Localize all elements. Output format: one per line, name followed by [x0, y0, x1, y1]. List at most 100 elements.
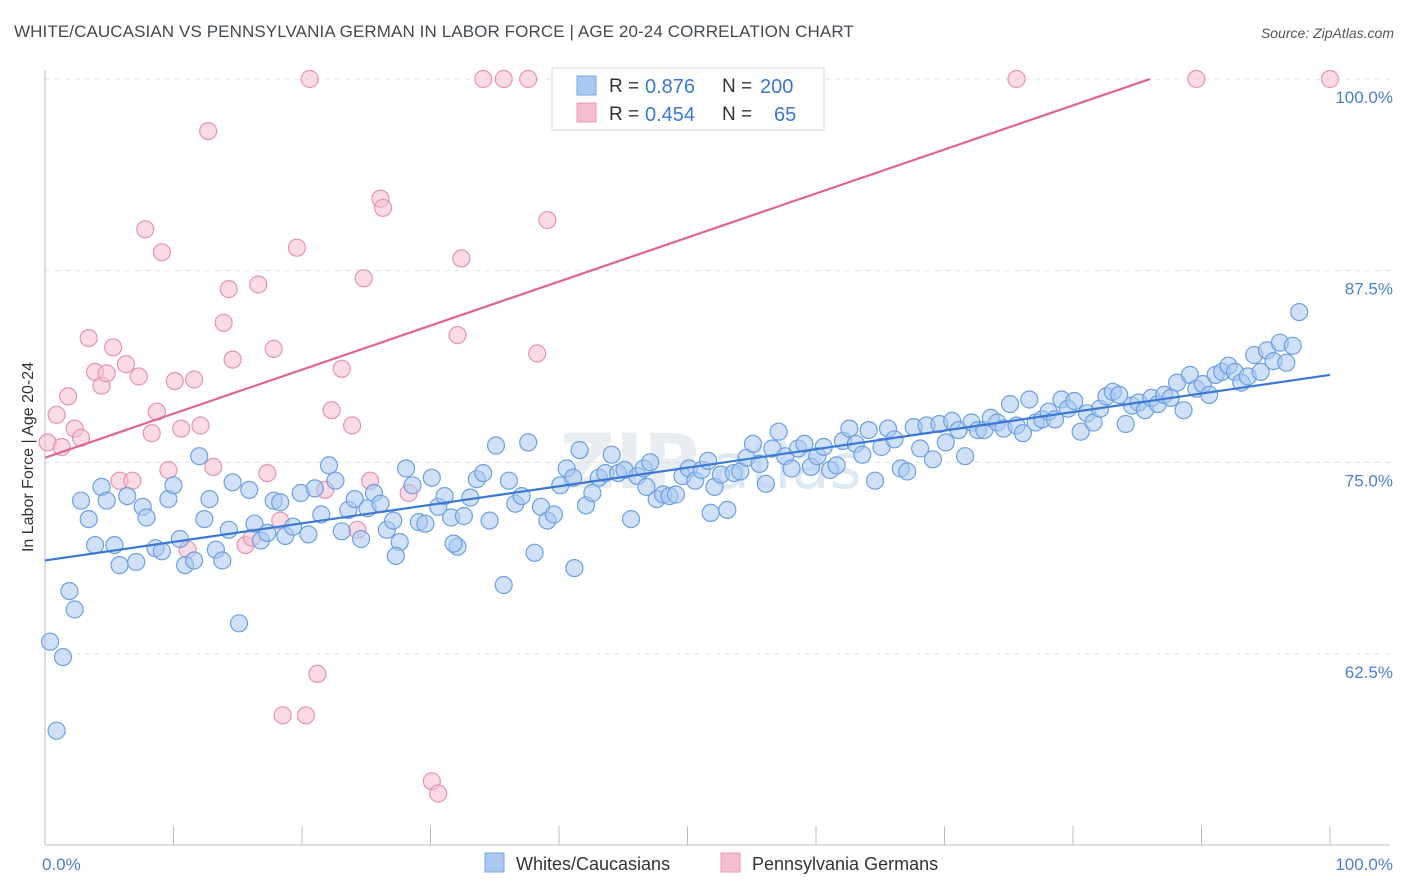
blue-point-90: [621, 509, 641, 529]
blue-point-23: [190, 447, 209, 466]
blue-point-133: [898, 462, 917, 481]
pink-point-43: [332, 359, 351, 378]
blue-point-176: [1174, 401, 1193, 420]
pink-point-46: [354, 269, 373, 288]
blue-point-122: [827, 456, 846, 475]
x-tick-label-0: 0.0%: [42, 855, 81, 874]
blue-point-42: [312, 505, 331, 524]
blue-point-68: [480, 511, 499, 530]
blue-point-127: [859, 421, 878, 440]
pink-point-1: [47, 405, 66, 424]
blue-point-110: [750, 454, 769, 473]
y-tick-label-0: 62.5%: [1345, 663, 1393, 682]
legend-n-label-1: N =: [722, 76, 752, 97]
pink-point-58: [538, 211, 557, 230]
blue-point-128: [865, 471, 885, 490]
blue-point-70: [494, 575, 513, 595]
blue-point-64: [454, 506, 473, 526]
pink-point-49: [373, 198, 393, 217]
pink-point-34: [264, 339, 283, 358]
blue-point-82: [570, 441, 589, 460]
blue-point-152: [1020, 390, 1039, 409]
blue-point-48: [352, 529, 371, 549]
blue-point-53: [384, 511, 403, 530]
pink-point-29: [223, 350, 242, 369]
blue-point-137: [923, 450, 943, 469]
blue-point-160: [1071, 422, 1090, 441]
pink-point-57: [528, 344, 547, 363]
blue-point-81: [563, 468, 583, 487]
pink-point-3: [58, 387, 78, 406]
blue-point-139: [936, 433, 955, 452]
blue-point-67: [474, 464, 493, 483]
blue-point-117: [795, 434, 814, 453]
pink-point-13: [123, 471, 142, 490]
pink-point-12: [116, 355, 136, 374]
legend-swatch-pink: [576, 102, 597, 123]
blue-point-166: [1110, 385, 1129, 404]
blue-point-47: [345, 490, 364, 509]
grid-lines: [45, 78, 1390, 655]
bottom-legend-swatch-pink: [720, 852, 741, 873]
legend-r-value-2: 0.454: [645, 104, 695, 126]
blue-point-7: [85, 535, 105, 555]
legend-r-label-2: R =: [609, 104, 639, 125]
blue-point-24: [195, 509, 214, 529]
blue-point-197: [565, 558, 584, 578]
blue-point-74: [519, 433, 538, 452]
pink-point-26: [204, 457, 223, 476]
pink-point-62: [1187, 69, 1206, 89]
blue-point-97: [666, 485, 686, 504]
pink-point-33: [258, 464, 277, 483]
blue-point-41: [305, 479, 324, 498]
blue-point-115: [782, 459, 801, 478]
blue-point-142: [955, 447, 975, 466]
blue-point-196: [444, 534, 463, 553]
legend-swatch-blue: [576, 75, 597, 96]
pink-point-37: [287, 238, 306, 257]
blue-point-61: [435, 487, 454, 506]
trend-lines: [44, 77, 1331, 562]
pink-trend-line: [44, 77, 1151, 459]
bottom-legend-whites: Whites/Caucasians: [516, 854, 670, 874]
blue-point-4: [65, 600, 84, 619]
blue-point-84: [583, 483, 602, 503]
bottom-legend-swatch-blue: [484, 852, 505, 873]
legend-r-value-1: 0.876: [645, 76, 695, 98]
blue-point-30: [229, 614, 249, 633]
blue-point-40: [299, 525, 318, 544]
pink-point-38: [296, 706, 315, 725]
blue-point-135: [910, 439, 930, 458]
blue-point-15: [137, 508, 156, 527]
y-tick-label-1: 75.0%: [1345, 471, 1393, 490]
pink-point-9: [97, 364, 116, 383]
pink-point-27: [214, 313, 233, 332]
y-tick-label-2: 87.5%: [1345, 280, 1393, 299]
blue-point-36: [271, 493, 290, 512]
correlation-legend: R = 0.876 N = 200 R = 0.454 N = 65: [551, 67, 825, 131]
blue-point-0: [40, 632, 60, 651]
blue-point-31: [240, 480, 259, 499]
pink-point-54: [452, 249, 471, 268]
pink-point-15: [136, 220, 155, 239]
blue-point-38: [283, 517, 303, 536]
blue-point-29: [223, 473, 242, 492]
blue-point-2: [47, 721, 66, 740]
blue-point-87: [602, 445, 621, 464]
blue-point-188: [1251, 362, 1270, 381]
pink-point-44: [343, 416, 362, 435]
blue-point-193: [1283, 336, 1302, 355]
blue-point-78: [544, 505, 564, 524]
blue-point-25: [200, 490, 219, 509]
pink-point-6: [79, 329, 98, 348]
pink-point-61: [1007, 69, 1026, 89]
blue-point-180: [1200, 385, 1219, 404]
blue-point-6: [79, 509, 98, 529]
blue-point-69: [486, 436, 506, 455]
blue-point-22: [185, 551, 204, 570]
pink-point-23: [185, 370, 204, 389]
blue-point-192: [1277, 353, 1296, 372]
blue-point-43: [319, 456, 339, 475]
blue-trend-line: [44, 373, 1331, 562]
